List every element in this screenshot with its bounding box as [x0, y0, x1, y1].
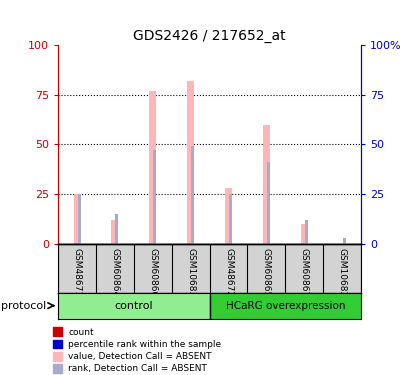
Text: GSM48672: GSM48672 — [224, 248, 233, 297]
Bar — [229, 194, 232, 244]
Title: GDS2426 / 217652_at: GDS2426 / 217652_at — [133, 28, 286, 43]
Text: rank, Detection Call = ABSENT: rank, Detection Call = ABSENT — [68, 364, 208, 374]
Bar — [225, 188, 232, 244]
Text: GSM60866: GSM60866 — [148, 248, 157, 297]
Bar — [73, 194, 81, 244]
Text: value, Detection Call = ABSENT: value, Detection Call = ABSENT — [68, 352, 212, 361]
Text: control: control — [115, 301, 153, 310]
Text: percentile rank within the sample: percentile rank within the sample — [68, 340, 222, 349]
Bar — [53, 352, 62, 361]
Bar — [153, 150, 156, 244]
Bar — [112, 220, 118, 244]
Bar — [305, 220, 308, 244]
Text: GSM60864: GSM60864 — [110, 248, 120, 297]
Bar — [115, 214, 118, 244]
Text: GSM106835: GSM106835 — [338, 248, 347, 303]
Bar — [53, 340, 62, 348]
Bar — [53, 327, 62, 336]
Bar — [149, 91, 156, 244]
Bar — [58, 292, 210, 319]
Bar — [187, 81, 194, 244]
Bar — [343, 238, 346, 244]
Text: protocol: protocol — [1, 301, 46, 310]
Bar — [78, 194, 81, 244]
Bar — [191, 146, 194, 244]
Bar — [53, 364, 62, 373]
Bar — [301, 224, 308, 244]
Bar — [267, 162, 270, 244]
Text: GSM60867: GSM60867 — [300, 248, 309, 297]
Text: GSM48671: GSM48671 — [73, 248, 81, 297]
Text: count: count — [68, 328, 94, 337]
Text: GSM60865: GSM60865 — [262, 248, 271, 297]
Bar — [210, 292, 361, 319]
Bar — [263, 124, 270, 244]
Text: HCaRG overexpression: HCaRG overexpression — [226, 301, 345, 310]
Text: GSM106834: GSM106834 — [186, 248, 195, 303]
